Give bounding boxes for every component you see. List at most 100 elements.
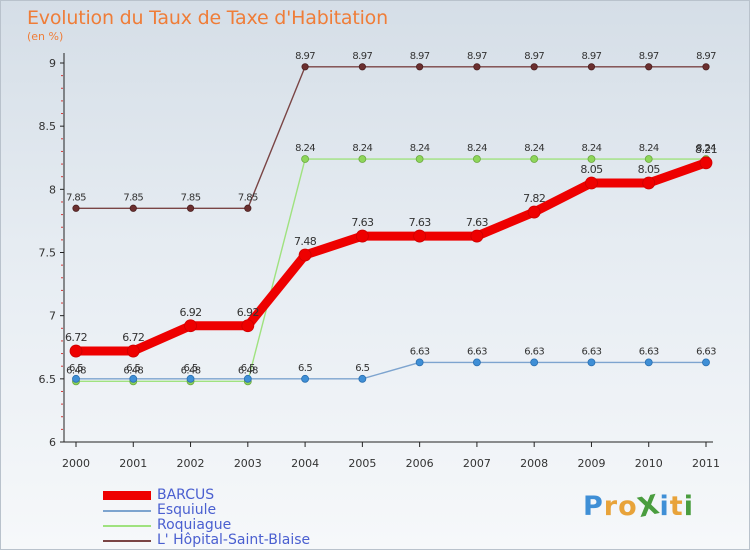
data-label: 8.97 [410,51,430,62]
data-label: 8.97 [582,51,602,62]
data-point [129,204,137,212]
data-label: 6.5 [126,363,140,374]
data-point [126,344,140,358]
data-point [530,358,539,367]
data-point [587,358,596,367]
data-label: 6.92 [237,306,259,319]
x-tick-label: 2010 [635,457,663,470]
data-label: 6.5 [298,363,312,374]
data-label: 7.63 [409,216,432,229]
legend-swatch [103,509,151,512]
series-roquiague [72,155,710,386]
data-point [699,156,713,170]
series-line [75,158,707,383]
series-esquiule [72,358,710,383]
data-point [301,155,309,163]
data-point [587,63,596,71]
data-label: 8.24 [352,143,372,154]
x-tick-label: 2006 [406,457,434,470]
legend-label: Roquiague [157,517,232,533]
series-l-h-pital-saint-blaise [72,63,710,212]
data-point [358,63,366,71]
data-point [587,155,596,163]
data-label: 6.5 [241,363,255,374]
data-label: 6.72 [122,331,144,344]
x-tick-label: 2011 [692,457,720,470]
series-line [75,66,707,209]
legend-label: Esquiule [157,502,217,518]
data-label: 6.48 [123,365,143,376]
data-label: 7.85 [181,192,201,203]
y-tick-label: 7 [49,310,56,323]
data-point [644,358,653,367]
legend-item: BARCUS [103,488,310,503]
data-label: 8.05 [580,163,603,176]
y-tick-label: 6 [49,436,56,449]
data-point [473,155,481,163]
data-label: 8.24 [696,143,716,154]
data-label: 8.24 [524,143,544,154]
data-label: 7.63 [466,216,489,229]
legend-label: BARCUS [157,487,215,503]
data-label: 7.85 [123,192,143,203]
series-line [71,158,711,356]
data-point [413,229,427,243]
x-tick-label: 2009 [577,457,605,470]
data-label: 6.5 [69,363,83,374]
data-point [243,374,252,383]
data-label: 7.85 [238,192,258,203]
data-point [470,229,484,243]
chart-title: Evolution du Taux de Taxe d'Habitation [27,7,388,29]
logo-letter: P [583,491,604,522]
data-point [644,155,653,163]
data-point [473,63,481,71]
data-point [415,155,424,163]
y-axis-unit: (en %) [27,30,64,43]
legend-item: Esquiule [103,503,310,518]
y-tick-label: 9 [49,57,56,70]
data-label: 6.72 [65,331,87,344]
data-label: 6.48 [181,365,201,376]
x-tick-label: 2003 [234,457,262,470]
data-point [527,205,541,219]
y-tick-label: 6.5 [39,373,57,386]
data-point [244,204,252,212]
data-point [530,155,539,163]
x-tick-label: 2008 [520,457,548,470]
data-point [415,358,424,367]
data-label: 8.24 [639,143,659,154]
data-label: 8.97 [696,51,716,62]
data-label: 6.92 [179,306,201,319]
data-label: 6.63 [524,346,544,357]
data-label: 6.5 [355,363,369,374]
data-label: 8.97 [467,51,487,62]
data-label: 8.97 [524,51,544,62]
data-point [186,374,195,383]
data-point [355,229,369,243]
data-label: 6.48 [66,365,86,376]
data-point [129,374,138,383]
data-label: 8.97 [295,51,315,62]
data-point [585,176,598,190]
x-tick-label: 2007 [463,457,491,470]
logo-letter: t [669,491,684,522]
data-label: 6.63 [696,346,716,357]
x-tick-label: 2000 [62,457,90,470]
y-tick-label: 8.5 [39,120,57,133]
legend-swatch [103,524,151,527]
logo-letter: r [603,491,619,522]
x-tick-label: 2005 [348,457,376,470]
x-tick-label: 2001 [119,457,147,470]
series-line [75,361,707,380]
data-label: 8.97 [639,51,659,62]
data-point [416,63,424,71]
logo-letter: X [634,489,663,524]
data-label: 8.97 [352,51,372,62]
data-point [186,204,195,212]
logo-letter: i [659,491,670,522]
data-label: 7.85 [66,192,86,203]
data-point [642,176,656,190]
x-tick-label: 2004 [291,457,319,470]
legend-label: L' Hôpital-Saint-Blaise [157,532,311,548]
